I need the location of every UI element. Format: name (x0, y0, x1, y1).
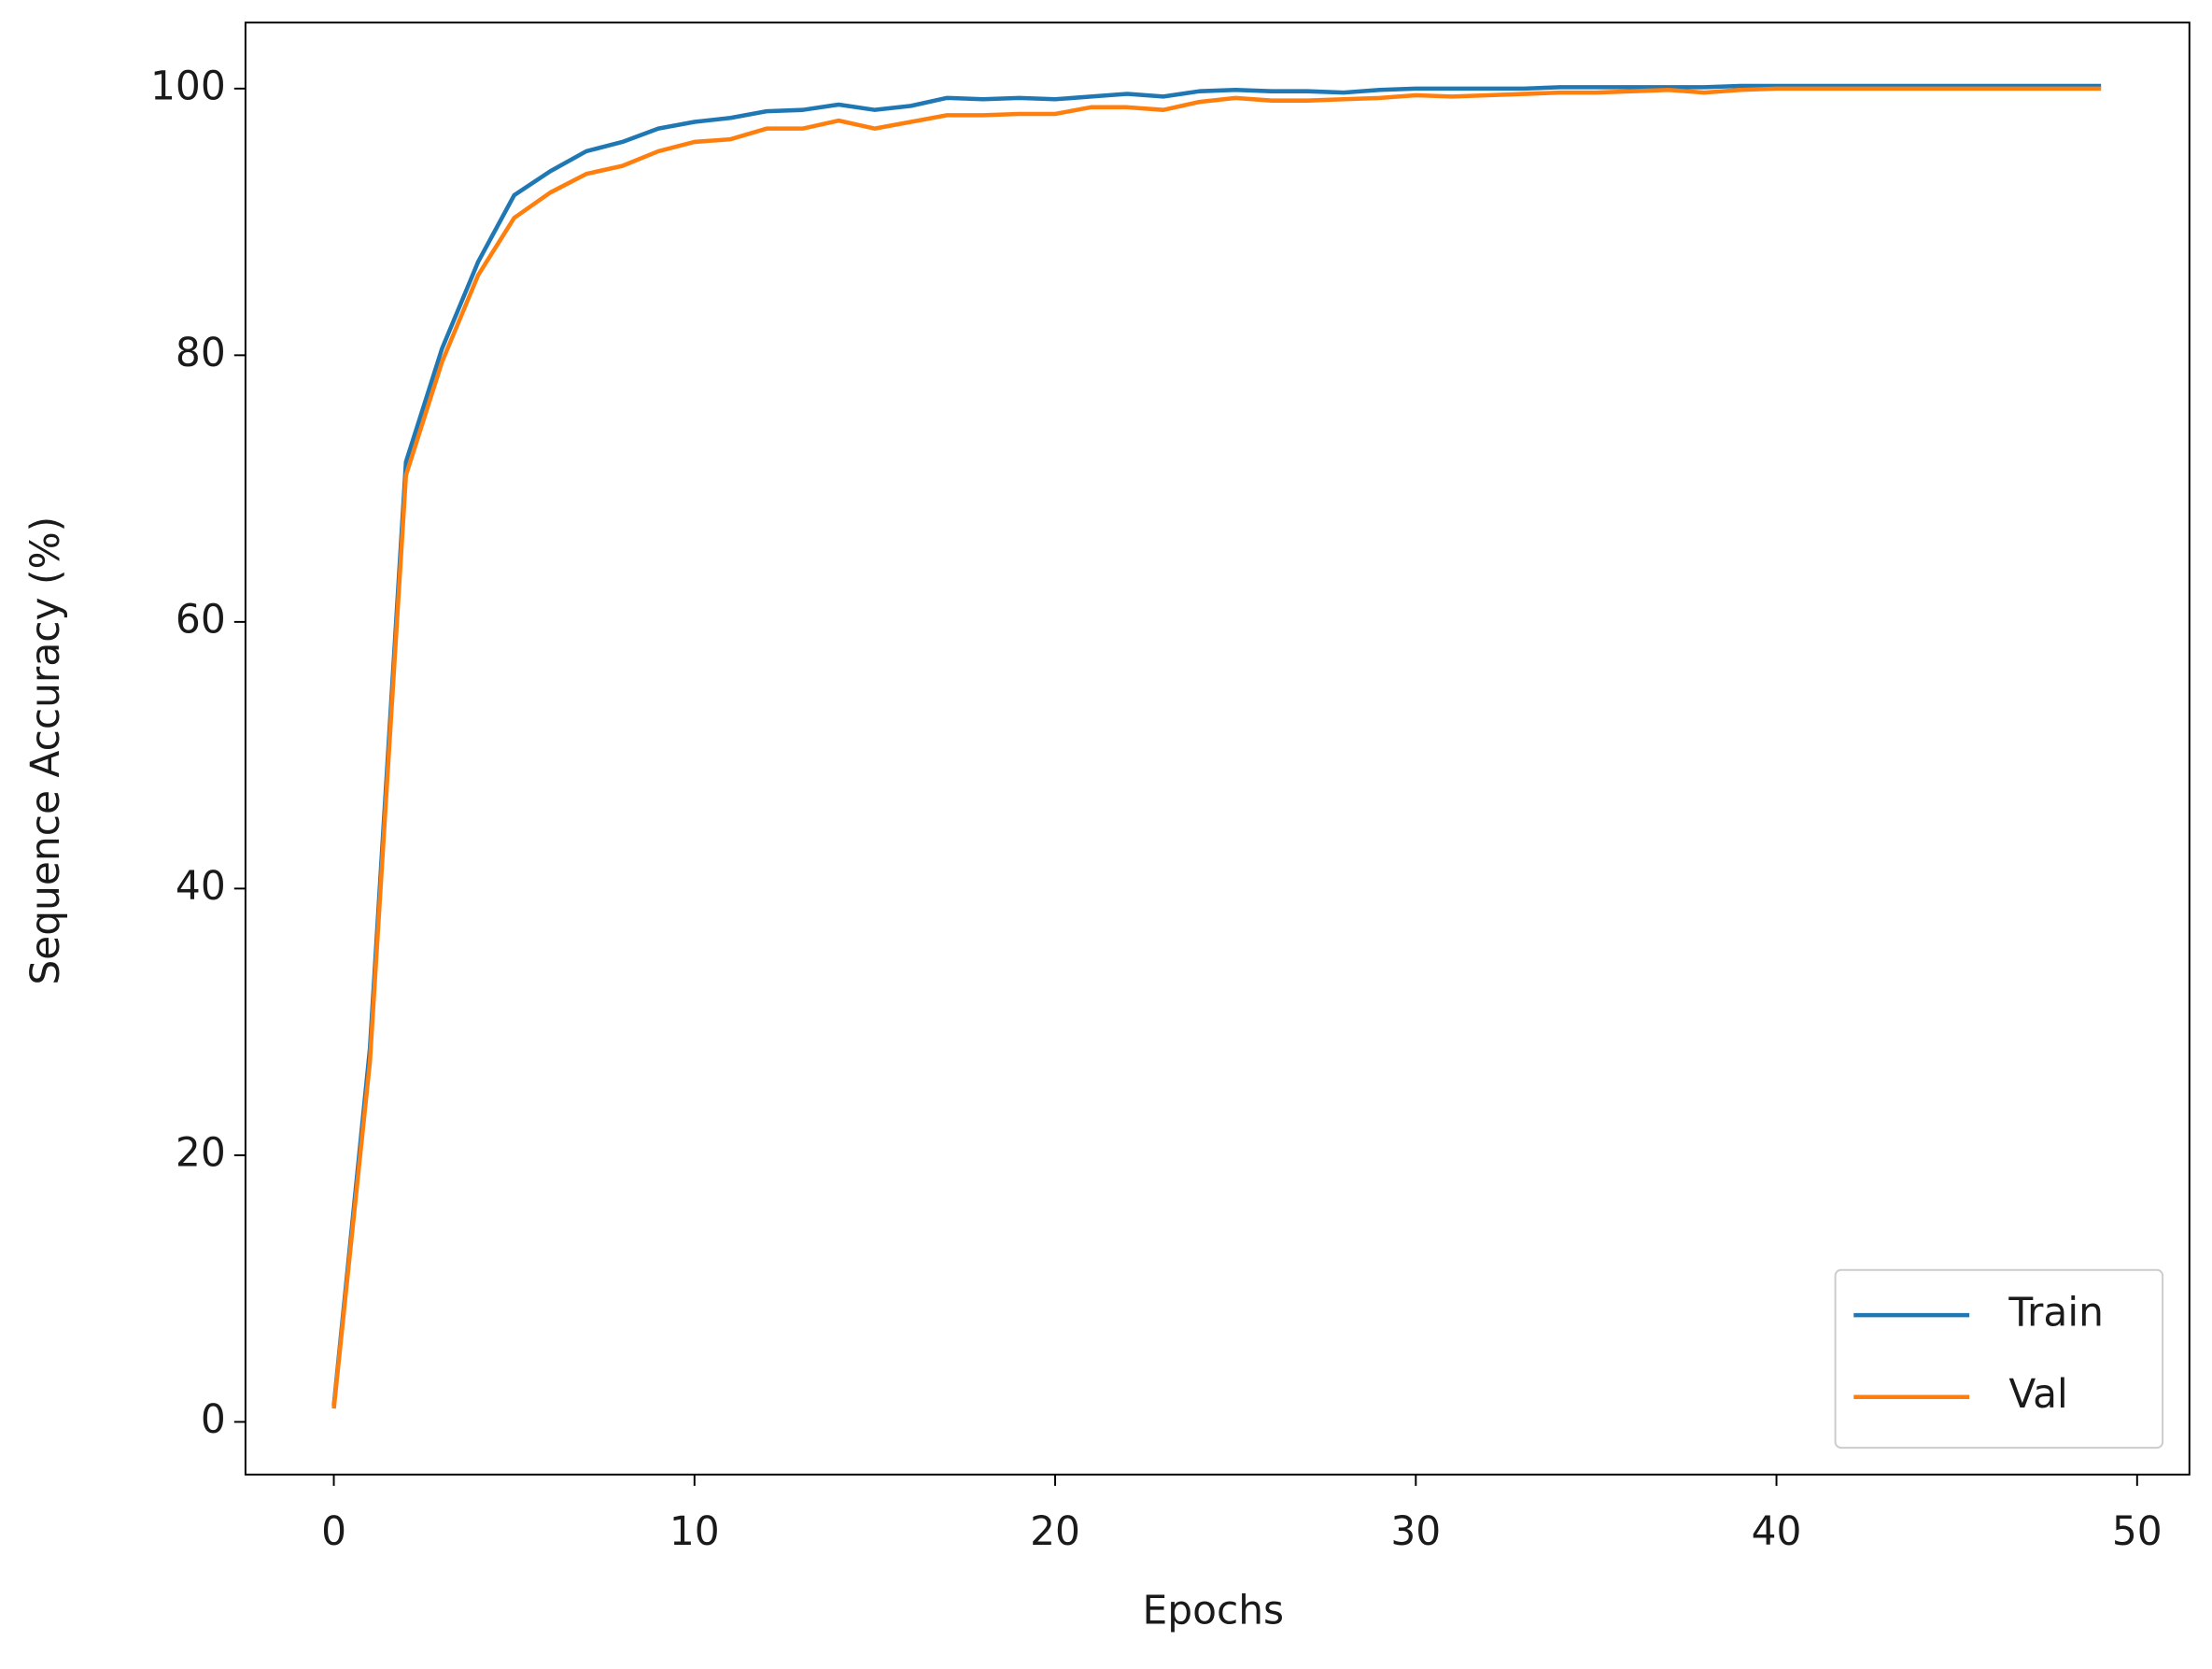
x-axis-label: Epochs (1143, 1587, 1285, 1633)
x-tick-label: 20 (1030, 1508, 1080, 1554)
x-tick-label: 10 (669, 1508, 720, 1554)
x-tick-label: 30 (1390, 1508, 1441, 1554)
x-tick-label: 40 (1752, 1508, 1802, 1554)
y-tick-label: 100 (150, 63, 226, 108)
y-tick-label: 20 (176, 1129, 226, 1175)
legend-label: Val (2008, 1371, 2067, 1417)
x-tick-label: 0 (321, 1508, 346, 1554)
legend-label: Train (2008, 1290, 2104, 1336)
y-tick-label: 0 (201, 1396, 226, 1442)
plot-frame (244, 21, 2191, 1476)
y-tick-label: 80 (176, 330, 226, 375)
series-line (331, 86, 2102, 1409)
legend-box (1834, 1268, 2164, 1450)
series-line (331, 83, 2102, 1407)
y-axis-label: Sequence Accuracy (%) (22, 516, 68, 985)
y-tick-label: 60 (176, 596, 226, 642)
x-tick-label: 50 (2112, 1508, 2163, 1554)
y-tick-label: 40 (176, 863, 226, 909)
